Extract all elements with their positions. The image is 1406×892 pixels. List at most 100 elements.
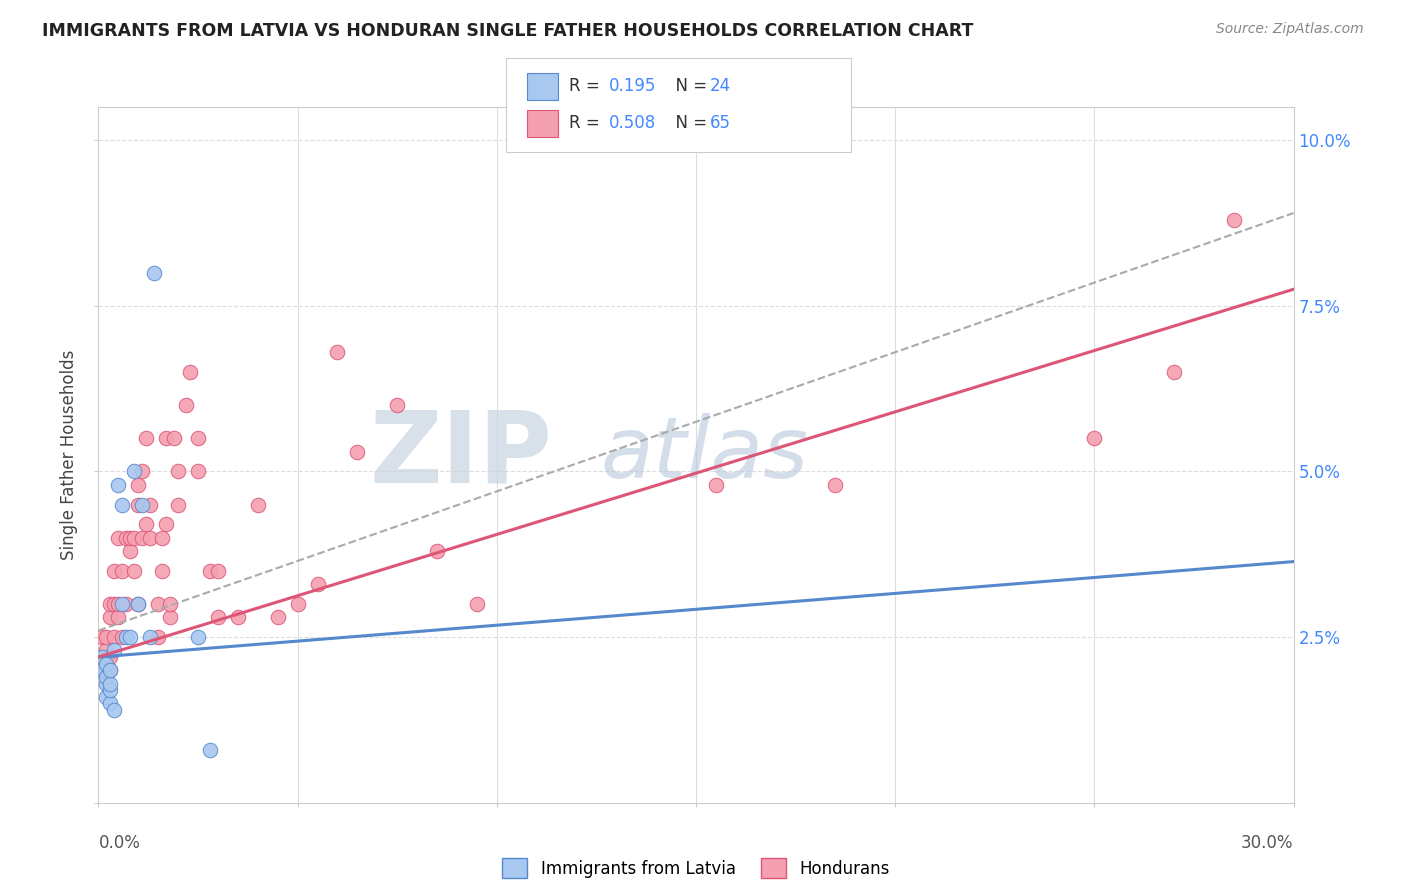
- Text: 0.0%: 0.0%: [98, 834, 141, 852]
- Text: Source: ZipAtlas.com: Source: ZipAtlas.com: [1216, 22, 1364, 37]
- Text: atlas: atlas: [600, 413, 808, 497]
- Point: [124, 465, 146, 479]
- Point: [96, 690, 118, 704]
- Point: [187, 630, 209, 644]
- Point: [131, 531, 153, 545]
- Point: [124, 564, 146, 578]
- Point: [207, 564, 229, 578]
- Point: [346, 444, 368, 458]
- Point: [148, 597, 170, 611]
- Point: [111, 597, 134, 611]
- Point: [131, 465, 153, 479]
- Text: N =: N =: [665, 114, 713, 132]
- Point: [167, 498, 190, 512]
- Text: 0.195: 0.195: [609, 78, 657, 95]
- Point: [107, 477, 129, 491]
- Point: [96, 650, 118, 665]
- Point: [111, 630, 134, 644]
- Point: [824, 477, 846, 491]
- Point: [120, 544, 142, 558]
- Point: [135, 431, 157, 445]
- Y-axis label: Single Father Households: Single Father Households: [60, 350, 79, 560]
- Point: [267, 610, 290, 624]
- Point: [226, 610, 249, 624]
- Point: [100, 683, 122, 698]
- Point: [187, 431, 209, 445]
- Point: [1222, 212, 1246, 227]
- Point: [198, 564, 221, 578]
- Text: IMMIGRANTS FROM LATVIA VS HONDURAN SINGLE FATHER HOUSEHOLDS CORRELATION CHART: IMMIGRANTS FROM LATVIA VS HONDURAN SINGL…: [42, 22, 973, 40]
- Point: [326, 345, 349, 359]
- Point: [96, 676, 118, 690]
- Point: [100, 663, 122, 677]
- Point: [100, 676, 122, 690]
- Point: [198, 743, 221, 757]
- Point: [100, 650, 122, 665]
- Point: [100, 697, 122, 711]
- Point: [111, 564, 134, 578]
- Point: [307, 577, 329, 591]
- Point: [127, 477, 149, 491]
- Point: [127, 597, 149, 611]
- Point: [91, 650, 114, 665]
- Point: [107, 531, 129, 545]
- Point: [91, 663, 114, 677]
- Point: [287, 597, 309, 611]
- Point: [96, 630, 118, 644]
- Point: [135, 517, 157, 532]
- Point: [155, 517, 177, 532]
- Point: [127, 597, 149, 611]
- Point: [1163, 365, 1185, 379]
- Text: 30.0%: 30.0%: [1241, 834, 1294, 852]
- Point: [150, 531, 173, 545]
- Legend: Immigrants from Latvia, Hondurans: Immigrants from Latvia, Hondurans: [496, 851, 896, 885]
- Point: [120, 531, 142, 545]
- Text: R =: R =: [569, 114, 606, 132]
- Point: [103, 630, 125, 644]
- Point: [131, 498, 153, 512]
- Point: [139, 630, 162, 644]
- Point: [96, 657, 118, 671]
- Point: [139, 498, 162, 512]
- Point: [159, 610, 181, 624]
- Point: [179, 365, 201, 379]
- Point: [1083, 431, 1105, 445]
- Point: [107, 610, 129, 624]
- Point: [100, 597, 122, 611]
- Point: [426, 544, 449, 558]
- Point: [103, 703, 125, 717]
- Point: [159, 597, 181, 611]
- Point: [115, 597, 138, 611]
- Point: [124, 531, 146, 545]
- Point: [127, 498, 149, 512]
- Text: N =: N =: [665, 78, 713, 95]
- Text: R =: R =: [569, 78, 606, 95]
- Text: ZIP: ZIP: [370, 407, 553, 503]
- Point: [120, 630, 142, 644]
- Point: [91, 630, 114, 644]
- Point: [91, 663, 114, 677]
- Point: [148, 630, 170, 644]
- Point: [100, 610, 122, 624]
- Point: [96, 643, 118, 657]
- Point: [103, 643, 125, 657]
- Point: [174, 398, 197, 412]
- Text: 0.508: 0.508: [609, 114, 657, 132]
- Point: [704, 477, 727, 491]
- Point: [385, 398, 409, 412]
- Point: [115, 531, 138, 545]
- Point: [465, 597, 488, 611]
- Point: [103, 564, 125, 578]
- Point: [207, 610, 229, 624]
- Point: [115, 630, 138, 644]
- Point: [150, 564, 173, 578]
- Point: [163, 431, 186, 445]
- Point: [111, 498, 134, 512]
- Point: [96, 670, 118, 684]
- Point: [187, 465, 209, 479]
- Point: [100, 663, 122, 677]
- Point: [107, 597, 129, 611]
- Point: [167, 465, 190, 479]
- Point: [246, 498, 269, 512]
- Text: 65: 65: [710, 114, 731, 132]
